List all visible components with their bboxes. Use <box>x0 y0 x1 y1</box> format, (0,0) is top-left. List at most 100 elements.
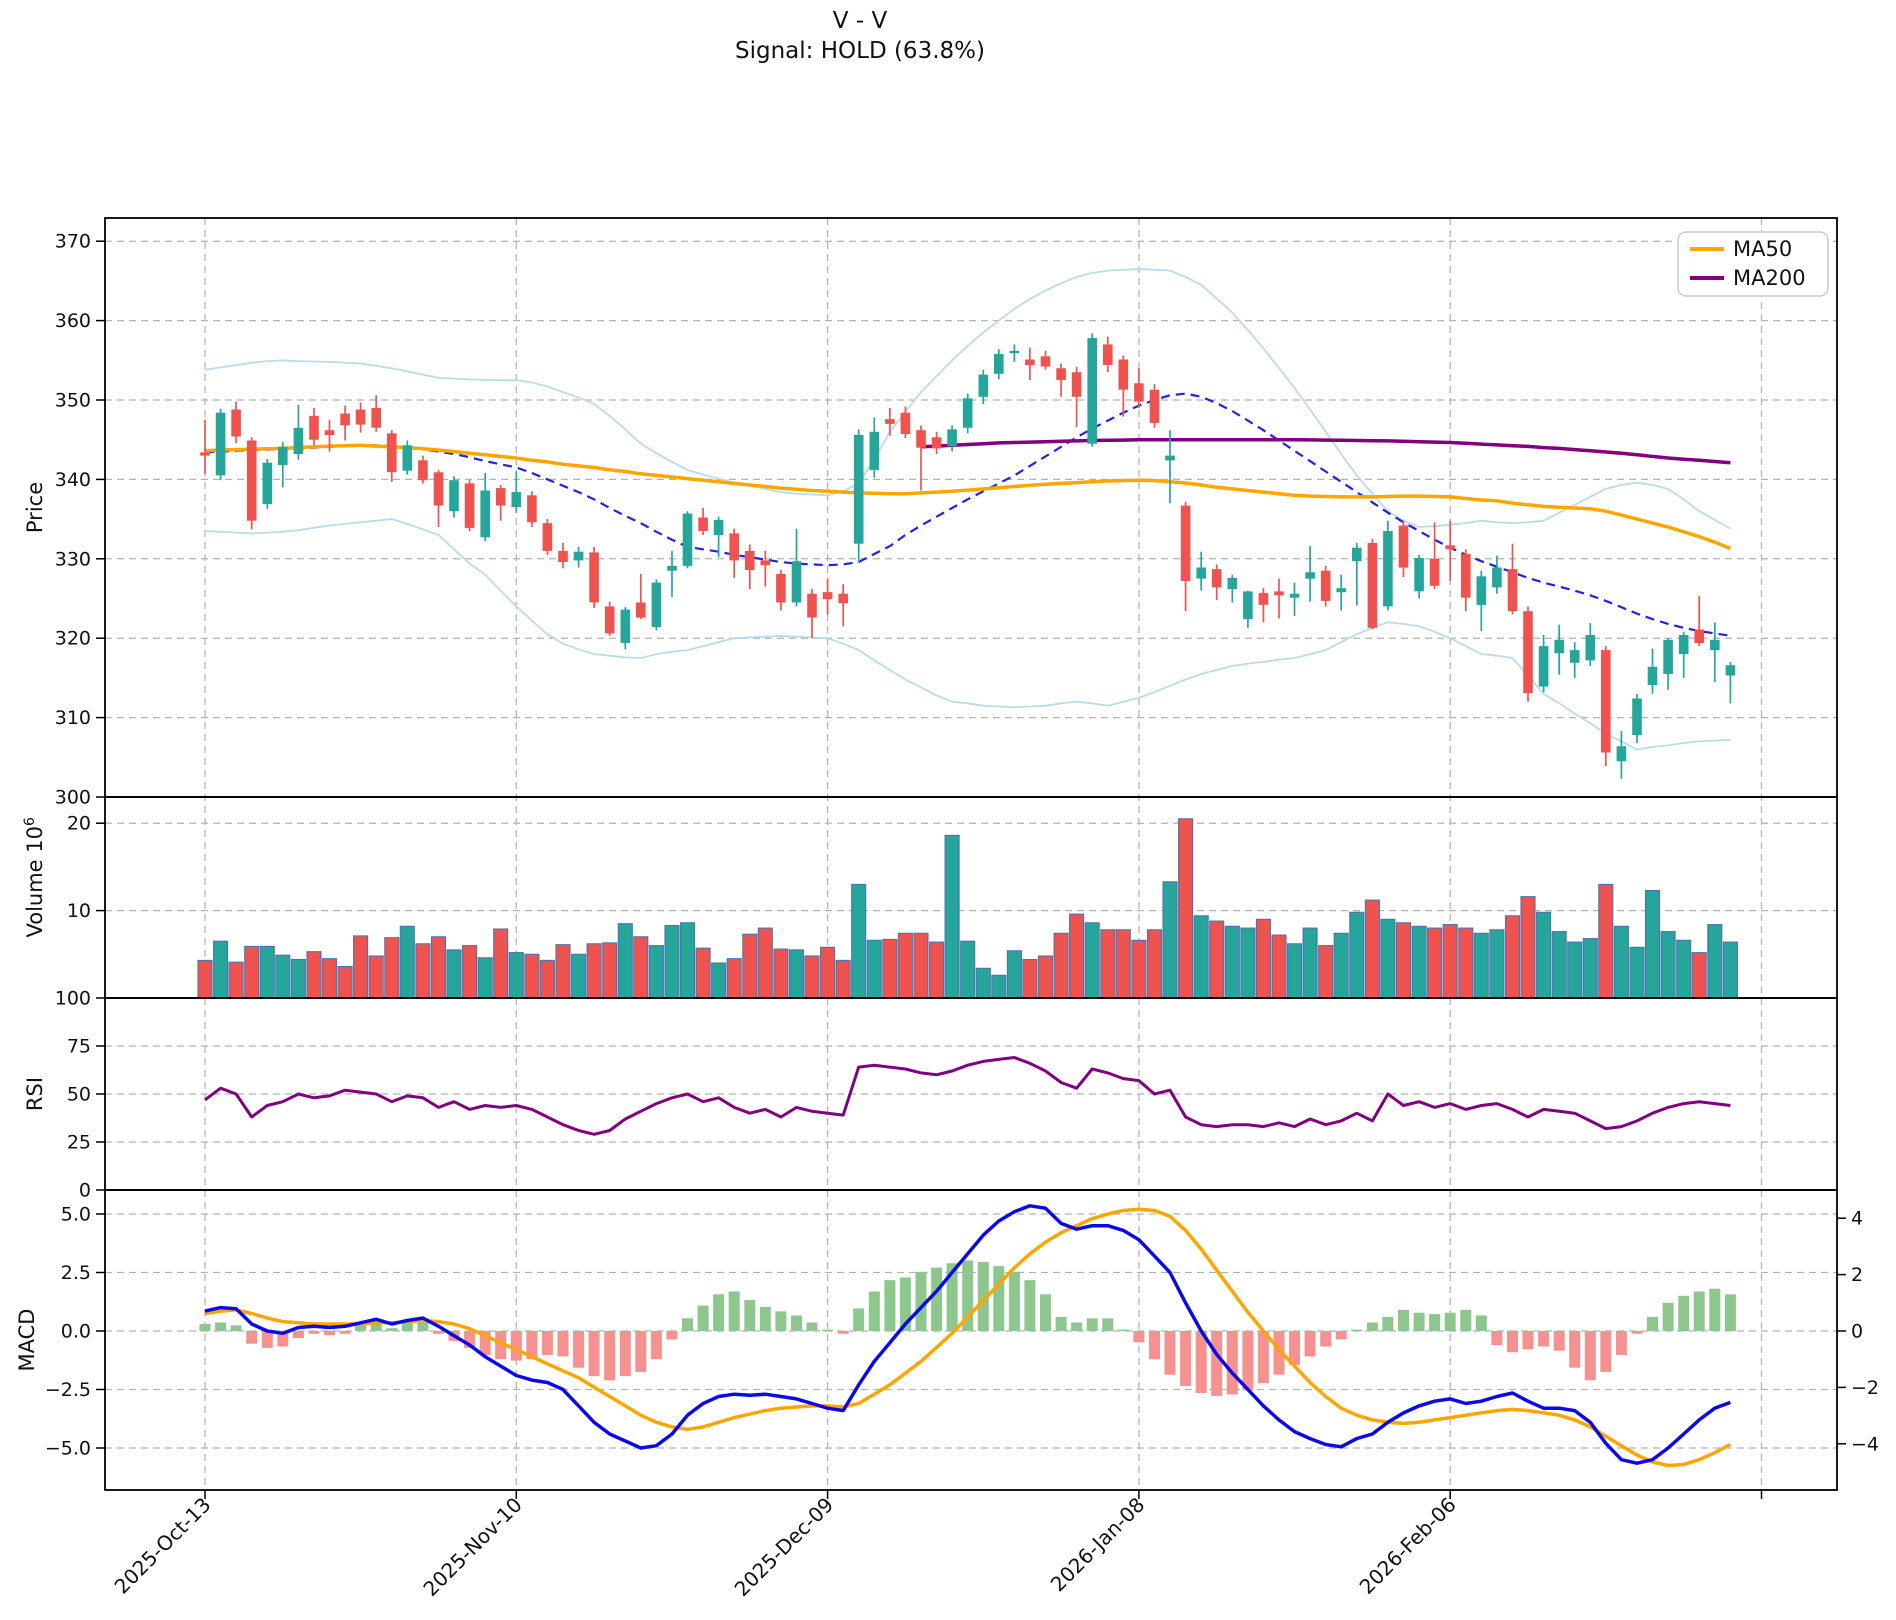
macd-histogram-bar-negative <box>308 1331 320 1334</box>
macd-histogram-bar-negative <box>1522 1331 1534 1350</box>
candle-body <box>776 573 786 603</box>
candle-body <box>355 409 366 425</box>
bollinger-upper-band <box>204 268 1731 530</box>
macd-histogram-bar-positive <box>1413 1312 1425 1331</box>
macd-histogram-bar-negative <box>433 1331 444 1334</box>
volume-bar <box>259 945 275 999</box>
candle-body <box>745 550 755 570</box>
candle-body <box>1663 639 1673 674</box>
macd-histogram-bar-positive <box>1086 1318 1098 1331</box>
volume-bar <box>1489 929 1505 999</box>
candle-body <box>1710 639 1720 651</box>
candle-body <box>853 434 864 544</box>
volume-bar <box>1567 941 1583 999</box>
candle-body <box>604 606 615 634</box>
macd-histogram-bar-positive <box>1008 1271 1020 1331</box>
candle-body <box>1507 569 1518 612</box>
x-tick-label: 2026-Jan-08 <box>1046 1493 1150 1597</box>
candle-body <box>1227 577 1238 589</box>
volume-bar <box>1115 929 1131 999</box>
candle-body <box>1398 525 1409 568</box>
macd-histogram-bar-positive <box>1460 1309 1472 1331</box>
volume-tick-label: 20 <box>67 813 91 835</box>
candle-body <box>1243 591 1253 620</box>
macd-histogram-bar-positive <box>417 1322 429 1331</box>
volume-bar <box>835 959 851 999</box>
candle-body <box>838 593 848 604</box>
volume-bar <box>571 953 587 999</box>
macd-border <box>104 1189 1838 1491</box>
macd-histogram-bar-negative <box>1257 1331 1269 1384</box>
volume-bar <box>1100 929 1116 999</box>
macd-histogram-bar-positive <box>1102 1318 1114 1331</box>
macd-histogram-bar-positive <box>1024 1280 1036 1331</box>
candle-body <box>1367 542 1378 628</box>
candle-body <box>869 431 880 470</box>
candle-body <box>1274 591 1284 596</box>
volume-bar <box>462 945 478 999</box>
macd-histogram-bar-positive <box>1693 1291 1705 1331</box>
volume-bar <box>679 922 696 999</box>
x-tick-label: 2026-Feb-06 <box>1355 1493 1461 1599</box>
macd-histogram-bar-negative <box>1273 1331 1285 1375</box>
volume-bar <box>1349 911 1365 999</box>
macd-histogram-bar-negative <box>1304 1331 1316 1357</box>
macd-histogram-bar-negative <box>541 1331 553 1355</box>
volume-bar <box>586 943 602 999</box>
macd-histogram-bar-positive <box>697 1305 709 1331</box>
legend: MA50 MA200 <box>1677 231 1829 297</box>
volume-bar <box>321 958 338 999</box>
volume-bar <box>1691 952 1707 999</box>
macd-histogram-bar-negative <box>1289 1331 1300 1365</box>
volume-bar <box>1427 927 1443 999</box>
volume-bar <box>1520 896 1536 999</box>
candle-body <box>495 488 506 506</box>
candle-body <box>1196 567 1206 579</box>
macd-histogram-bar-negative <box>1631 1331 1643 1334</box>
volume-bar <box>1193 915 1209 999</box>
candle-body <box>418 460 428 481</box>
macd-signal-line <box>204 1207 1732 1468</box>
volume-bar <box>1660 931 1676 999</box>
volume-bar <box>555 944 571 999</box>
candle-body <box>760 560 771 566</box>
candle-body <box>1258 592 1269 605</box>
macd-histogram-bar-positive <box>1709 1288 1721 1331</box>
volume-bar <box>1644 889 1661 999</box>
candle-body <box>994 353 1004 374</box>
candle-body <box>1134 383 1144 402</box>
macd-histogram-bar-positive <box>962 1260 974 1331</box>
volume-bar <box>695 947 711 999</box>
volume-bar <box>1536 911 1552 999</box>
macd-histogram-bar-positive <box>946 1263 958 1331</box>
macd-histogram-bar-positive <box>744 1300 756 1331</box>
volume-bar <box>1084 922 1100 999</box>
candle-body <box>402 445 413 471</box>
volume-bar <box>1022 958 1038 999</box>
volume-bar <box>493 928 509 999</box>
rsi-tick-label: 25 <box>67 1132 91 1154</box>
candle-body <box>542 523 553 551</box>
macd-histogram-bar-positive <box>775 1311 787 1331</box>
candle-body <box>1694 629 1704 643</box>
volume-bar <box>1131 939 1147 999</box>
rsi-panel <box>204 1056 1731 1136</box>
candle-body <box>309 415 319 440</box>
macd-histogram-bar-positive <box>1351 1329 1363 1331</box>
volume-bar <box>244 945 260 999</box>
candle-body <box>1149 389 1160 423</box>
macd-histogram-bar-positive <box>915 1271 927 1331</box>
rsi-tick-label: 100 <box>55 988 91 1010</box>
volume-bar <box>1053 932 1069 999</box>
candle-body <box>231 409 241 437</box>
candle-body <box>667 565 677 571</box>
candle-body <box>1585 635 1596 661</box>
volume-bar <box>602 942 618 999</box>
candle-body <box>215 412 226 476</box>
volume-bar <box>1209 920 1225 999</box>
macd-histogram-bar-negative <box>1553 1331 1565 1351</box>
symbol-title: V - V <box>832 8 888 34</box>
candle-body <box>573 551 584 561</box>
volume-bar <box>975 967 991 999</box>
candle-body <box>527 495 537 523</box>
